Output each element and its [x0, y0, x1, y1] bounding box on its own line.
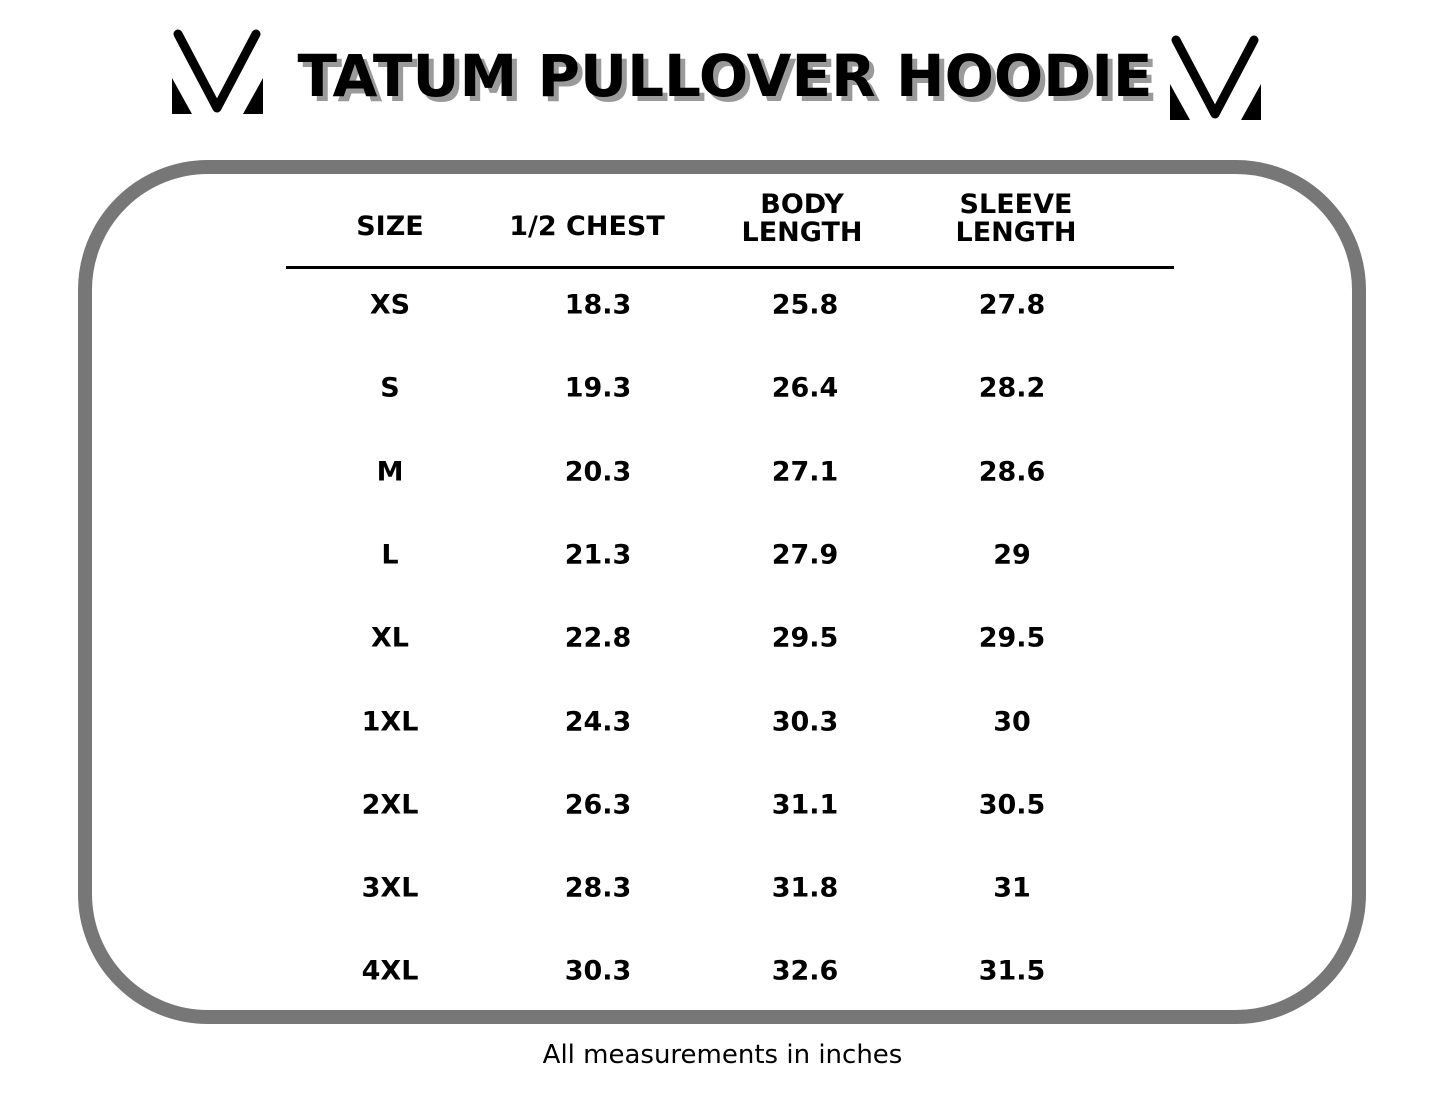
- cell-sleeve-length: 28.6: [978, 456, 1046, 488]
- cell-chest: 18.3: [564, 289, 632, 321]
- header-label: 1/2 CHEST: [509, 211, 665, 242]
- cell-sleeve-length: 29.5: [978, 622, 1046, 654]
- cell-size: 1XL: [361, 706, 419, 737]
- cell-body-length: 32.6: [771, 955, 839, 987]
- cell-chest: 30.3: [564, 955, 632, 987]
- cell-sleeve-length: 30: [993, 706, 1031, 737]
- header-label: SIZE: [356, 211, 424, 242]
- cell-body-length: 25.8: [771, 289, 839, 321]
- header-chest: 1/2 CHEST: [477, 213, 697, 241]
- cell-chest: 19.3: [564, 372, 632, 404]
- cell-body-length: 26.4: [771, 372, 839, 404]
- cell-size: XL: [370, 622, 410, 654]
- header-sleeve-length: SLEEVE LENGTH: [906, 191, 1126, 247]
- cell-size: S: [380, 372, 400, 404]
- cell-chest: 21.3: [564, 539, 632, 571]
- footer-note: All measurements in inches: [542, 1040, 903, 1070]
- cell-sleeve-length: 28.2: [978, 372, 1046, 404]
- header-label: LENGTH: [741, 217, 863, 248]
- cell-body-length: 31.8: [771, 872, 839, 904]
- table-frame: [78, 160, 1366, 1024]
- cell-sleeve-length: 27.8: [978, 289, 1046, 321]
- cell-sleeve-length: 29: [993, 539, 1031, 571]
- cell-chest: 22.8: [564, 622, 632, 654]
- v-logo-icon: [172, 29, 263, 114]
- header-body-length: BODY LENGTH: [692, 191, 912, 247]
- header-label: BODY: [760, 189, 844, 220]
- cell-size: 3XL: [361, 872, 419, 904]
- page-title: TATUM PULLOVER HOODIE: [297, 42, 1153, 110]
- cell-body-length: 29.5: [771, 622, 839, 654]
- cell-chest: 28.3: [564, 872, 632, 904]
- header-divider: [286, 266, 1174, 269]
- cell-size: 4XL: [361, 955, 419, 987]
- cell-chest: 26.3: [564, 789, 632, 821]
- cell-sleeve-length: 31.5: [978, 955, 1046, 987]
- header-label: LENGTH: [955, 217, 1077, 248]
- cell-sleeve-length: 30.5: [978, 789, 1046, 821]
- cell-body-length: 31.1: [771, 789, 839, 821]
- cell-chest: 24.3: [564, 706, 632, 737]
- header-label: SLEEVE: [959, 189, 1073, 220]
- cell-body-length: 27.9: [771, 539, 839, 571]
- cell-chest: 20.3: [564, 456, 632, 488]
- cell-size: M: [376, 456, 404, 488]
- v-logo-icon: [1170, 35, 1261, 120]
- cell-sleeve-length: 31: [993, 872, 1031, 904]
- header-size: SIZE: [280, 213, 500, 241]
- cell-body-length: 27.1: [771, 456, 839, 488]
- cell-size: 2XL: [361, 789, 419, 821]
- cell-size: L: [381, 539, 399, 571]
- cell-size: XS: [369, 289, 411, 321]
- cell-body-length: 30.3: [771, 706, 839, 737]
